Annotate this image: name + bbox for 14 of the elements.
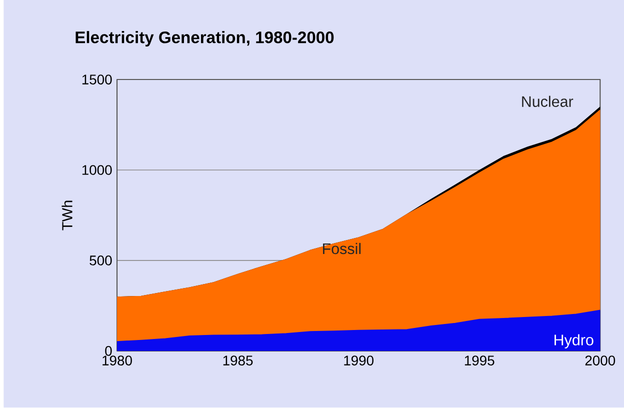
x-tick-label: 1990 — [344, 356, 374, 366]
series-label: Fossil — [323, 243, 361, 254]
y-axis-title: TWh — [62, 200, 72, 230]
x-tick-label: 1995 — [464, 356, 494, 366]
y-tick-label: 0 — [105, 346, 112, 356]
series-label: Nuclear — [522, 96, 574, 108]
chart-title: Electricity Generation, 1980-2000 — [76, 31, 334, 47]
y-tick-label: 1000 — [82, 165, 112, 176]
x-tick-label: 1985 — [223, 356, 253, 366]
y-tick-label: 500 — [90, 256, 112, 266]
x-tick-label: 1980 — [102, 356, 132, 366]
y-tick-label: 1500 — [82, 74, 112, 85]
x-tick-label: 2000 — [585, 356, 616, 366]
series-label: Hydro — [554, 334, 594, 349]
